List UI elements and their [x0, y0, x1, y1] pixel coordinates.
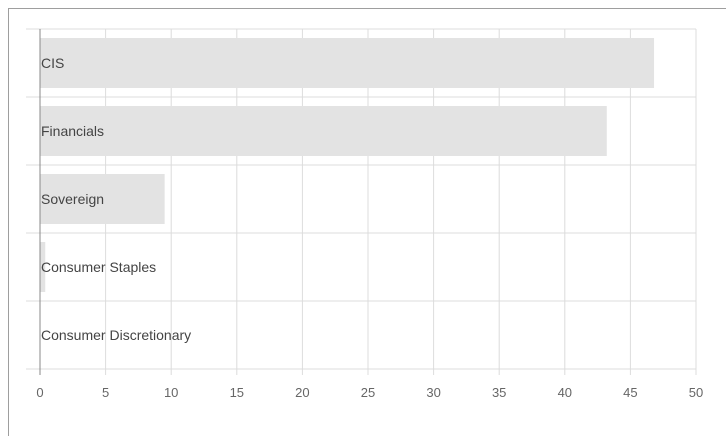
category-label-sovereign: Sovereign [41, 191, 104, 207]
label-layer: 0 5 10 15 20 25 30 35 40 45 50 CIS Financials Soverei… [36, 55, 703, 400]
x-tick-label-0: 0 [36, 385, 43, 400]
bar-sovereign [40, 174, 165, 224]
x-tick-label-5: 5 [102, 385, 109, 400]
bar-consumer-staples [40, 242, 46, 292]
x-tick-label-35: 35 [492, 385, 506, 400]
x-tick-label-30: 30 [426, 385, 440, 400]
category-label-financials: Financials [41, 123, 104, 139]
x-tick-label-45: 45 [623, 385, 637, 400]
bar-cis [40, 38, 655, 88]
x-tick-label-25: 25 [361, 385, 375, 400]
x-tick-label-40: 40 [558, 385, 572, 400]
bar-layer [40, 38, 655, 292]
category-label-consumer-staples: Consumer Staples [41, 259, 156, 275]
x-tick-label-10: 10 [164, 385, 178, 400]
x-tick-label-15: 15 [230, 385, 244, 400]
category-label-consumer-discretionary: Consumer Discretionary [41, 327, 191, 343]
bar-financials [40, 106, 607, 156]
x-tick-label-20: 20 [295, 385, 309, 400]
category-label-cis: CIS [41, 55, 64, 71]
x-tick-label-50: 50 [689, 385, 703, 400]
